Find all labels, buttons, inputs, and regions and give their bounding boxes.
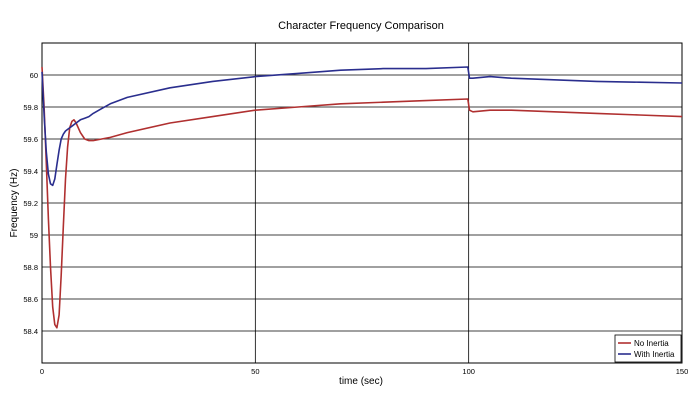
axis-ticks: 58.4 58.6 58.8 59 59.2 59.4 59.6 59.8 60 0 50 100 15… (23, 71, 688, 376)
series-line-with-inertia (41, 66, 683, 187)
chart-title: Character Frequency Comparison (278, 20, 444, 32)
legend-label: With Inertia (634, 350, 675, 359)
legend-box (614, 334, 682, 363)
x-tick-label: 50 (251, 367, 259, 376)
y-axis-label: Frequency (Hz) (9, 169, 20, 238)
y-tick-label: 59.6 (23, 135, 38, 144)
x-tick-label: 100 (462, 367, 475, 376)
legend: No Inertia With Inertia (614, 334, 682, 363)
y-tick-label: 59 (30, 231, 38, 240)
legend-label: No Inertia (634, 339, 669, 348)
y-tick-label: 58.8 (23, 263, 38, 272)
y-tick-label: 59.8 (23, 103, 38, 112)
grid-lines (42, 43, 682, 363)
x-tick-label: 150 (676, 367, 688, 376)
y-tick-label: 58.4 (23, 327, 38, 336)
series-layer (41, 66, 683, 329)
y-tick-label: 59.4 (23, 167, 38, 176)
series-line-no-inertia (41, 66, 683, 329)
x-tick-label: 0 (40, 367, 44, 376)
y-tick-label: 58.6 (23, 295, 38, 304)
y-tick-label: 59.2 (23, 199, 38, 208)
x-axis-label: time (sec) (339, 376, 383, 387)
y-tick-label: 60 (30, 71, 38, 80)
